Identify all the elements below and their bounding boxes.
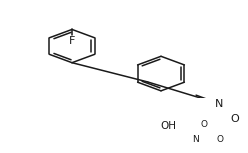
Text: OH: OH (161, 121, 177, 131)
Text: N: N (192, 135, 198, 144)
Text: O: O (231, 114, 239, 124)
Text: O: O (216, 135, 223, 144)
Text: F: F (69, 36, 75, 46)
Text: N: N (215, 99, 224, 109)
Text: O: O (201, 120, 208, 129)
